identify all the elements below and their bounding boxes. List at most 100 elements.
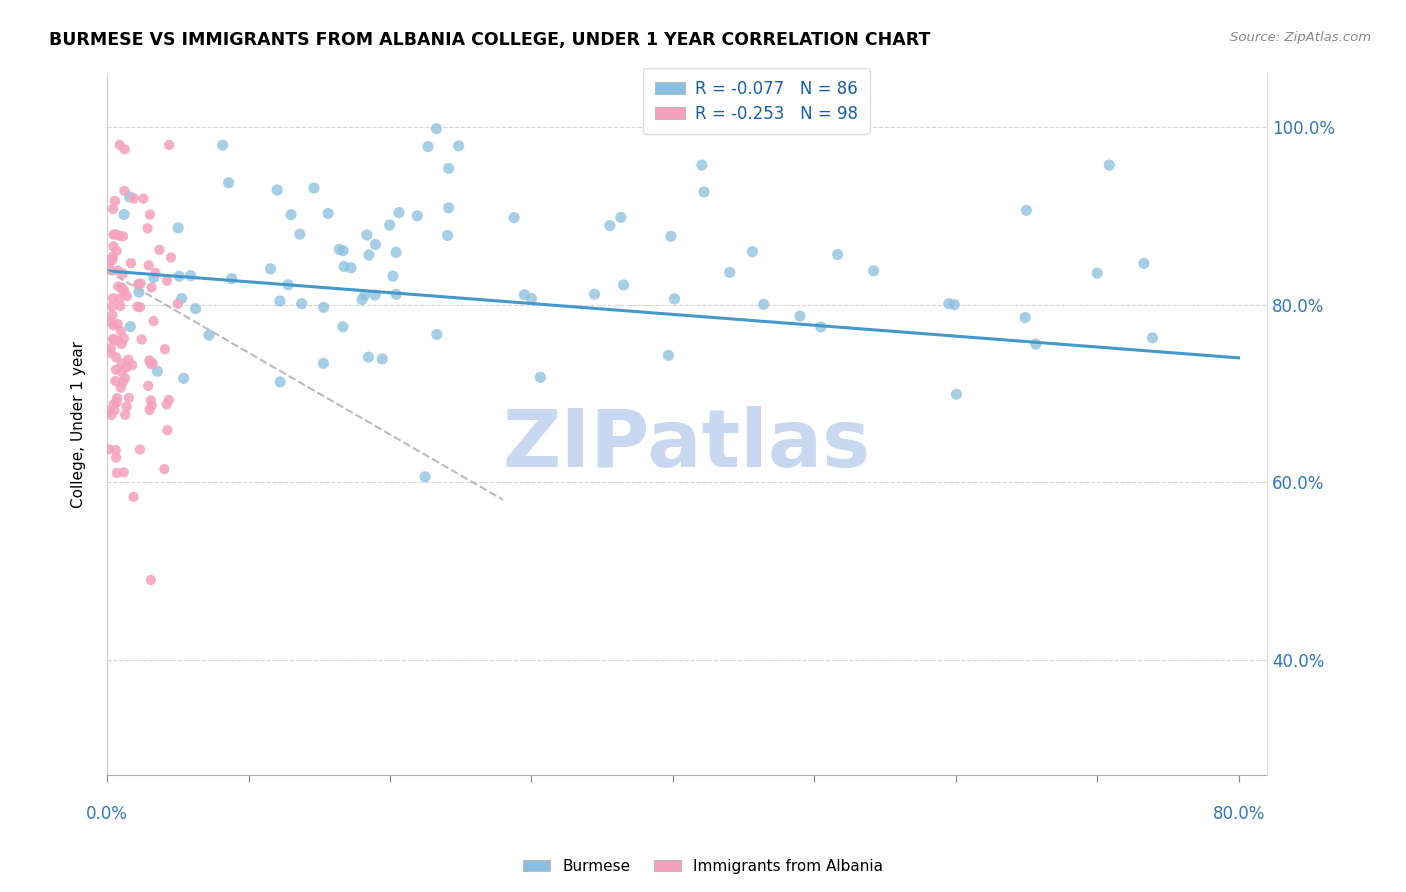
Point [120, 319, 142, 334]
Point [141, 280, 163, 294]
Point [103, 239, 125, 253]
Text: Source: ZipAtlas.com: Source: ZipAtlas.com [1230, 31, 1371, 45]
Point [112, 207, 135, 221]
Point [129, 277, 152, 291]
Point [104, 227, 127, 242]
Point [259, 261, 281, 276]
Point [160, 251, 183, 265]
Point [810, 320, 832, 334]
Point [170, 292, 193, 306]
Point [167, 269, 190, 284]
Point [328, 243, 350, 257]
Point [583, 287, 606, 301]
Point [416, 139, 439, 153]
Point [599, 219, 621, 233]
Point [153, 462, 176, 476]
Point [111, 357, 134, 371]
Point [385, 245, 408, 260]
Point [139, 393, 162, 408]
Point [105, 244, 128, 258]
Point [138, 258, 160, 272]
Point [357, 248, 380, 262]
Point [378, 218, 401, 232]
Point [1025, 337, 1047, 351]
Point [127, 300, 149, 314]
Point [312, 356, 335, 370]
Point [145, 266, 167, 280]
Point [129, 442, 152, 457]
Point [128, 277, 150, 292]
Point [406, 209, 429, 223]
Point [167, 220, 190, 235]
Point [503, 211, 526, 225]
Point [122, 490, 145, 504]
Point [136, 221, 159, 235]
Point [111, 282, 134, 296]
Point [139, 573, 162, 587]
Point [98, 255, 121, 269]
Point [146, 364, 169, 378]
Point [136, 378, 159, 392]
Point [198, 328, 221, 343]
Point [115, 360, 138, 375]
Point [302, 181, 325, 195]
Point [117, 352, 139, 367]
Point [104, 351, 127, 365]
Point [381, 269, 404, 284]
Point [115, 289, 138, 303]
Point [364, 288, 387, 302]
Point [388, 205, 411, 219]
Point [129, 300, 152, 314]
Point [364, 237, 387, 252]
Point [1015, 203, 1038, 218]
Point [120, 256, 142, 270]
Point [1085, 266, 1108, 280]
Point [156, 423, 179, 437]
Point [118, 391, 141, 405]
Point [520, 292, 543, 306]
Point [156, 274, 179, 288]
Point [316, 206, 339, 220]
Point [1014, 310, 1036, 325]
Point [141, 398, 163, 412]
Point [269, 293, 291, 308]
Point [101, 202, 124, 216]
Point [107, 279, 129, 293]
Point [612, 277, 634, 292]
Point [112, 331, 135, 345]
Point [112, 284, 135, 298]
Point [1133, 256, 1156, 270]
Point [121, 358, 143, 372]
Point [128, 285, 150, 299]
Point [142, 314, 165, 328]
Point [718, 265, 741, 279]
Point [103, 397, 125, 411]
Point [789, 309, 811, 323]
Point [693, 185, 716, 199]
Point [221, 271, 243, 285]
Point [110, 324, 132, 338]
Point [166, 297, 188, 311]
Point [269, 375, 291, 389]
Point [180, 268, 202, 283]
Text: BURMESE VS IMMIGRANTS FROM ALBANIA COLLEGE, UNDER 1 YEAR CORRELATION CHART: BURMESE VS IMMIGRANTS FROM ALBANIA COLLE… [49, 31, 931, 49]
Point [103, 318, 125, 333]
Point [280, 208, 302, 222]
Point [752, 297, 775, 311]
Point [277, 277, 299, 292]
Point [107, 263, 129, 277]
Point [105, 450, 128, 465]
Point [659, 229, 682, 244]
Point [131, 333, 153, 347]
Point [101, 252, 124, 267]
Point [437, 201, 460, 215]
Point [413, 470, 436, 484]
Point [1142, 331, 1164, 345]
Point [312, 301, 335, 315]
Point [110, 299, 132, 313]
Text: ZIPatlas: ZIPatlas [503, 407, 872, 484]
Point [98, 403, 121, 417]
Point [122, 192, 145, 206]
Point [352, 293, 374, 307]
Point [332, 244, 354, 258]
